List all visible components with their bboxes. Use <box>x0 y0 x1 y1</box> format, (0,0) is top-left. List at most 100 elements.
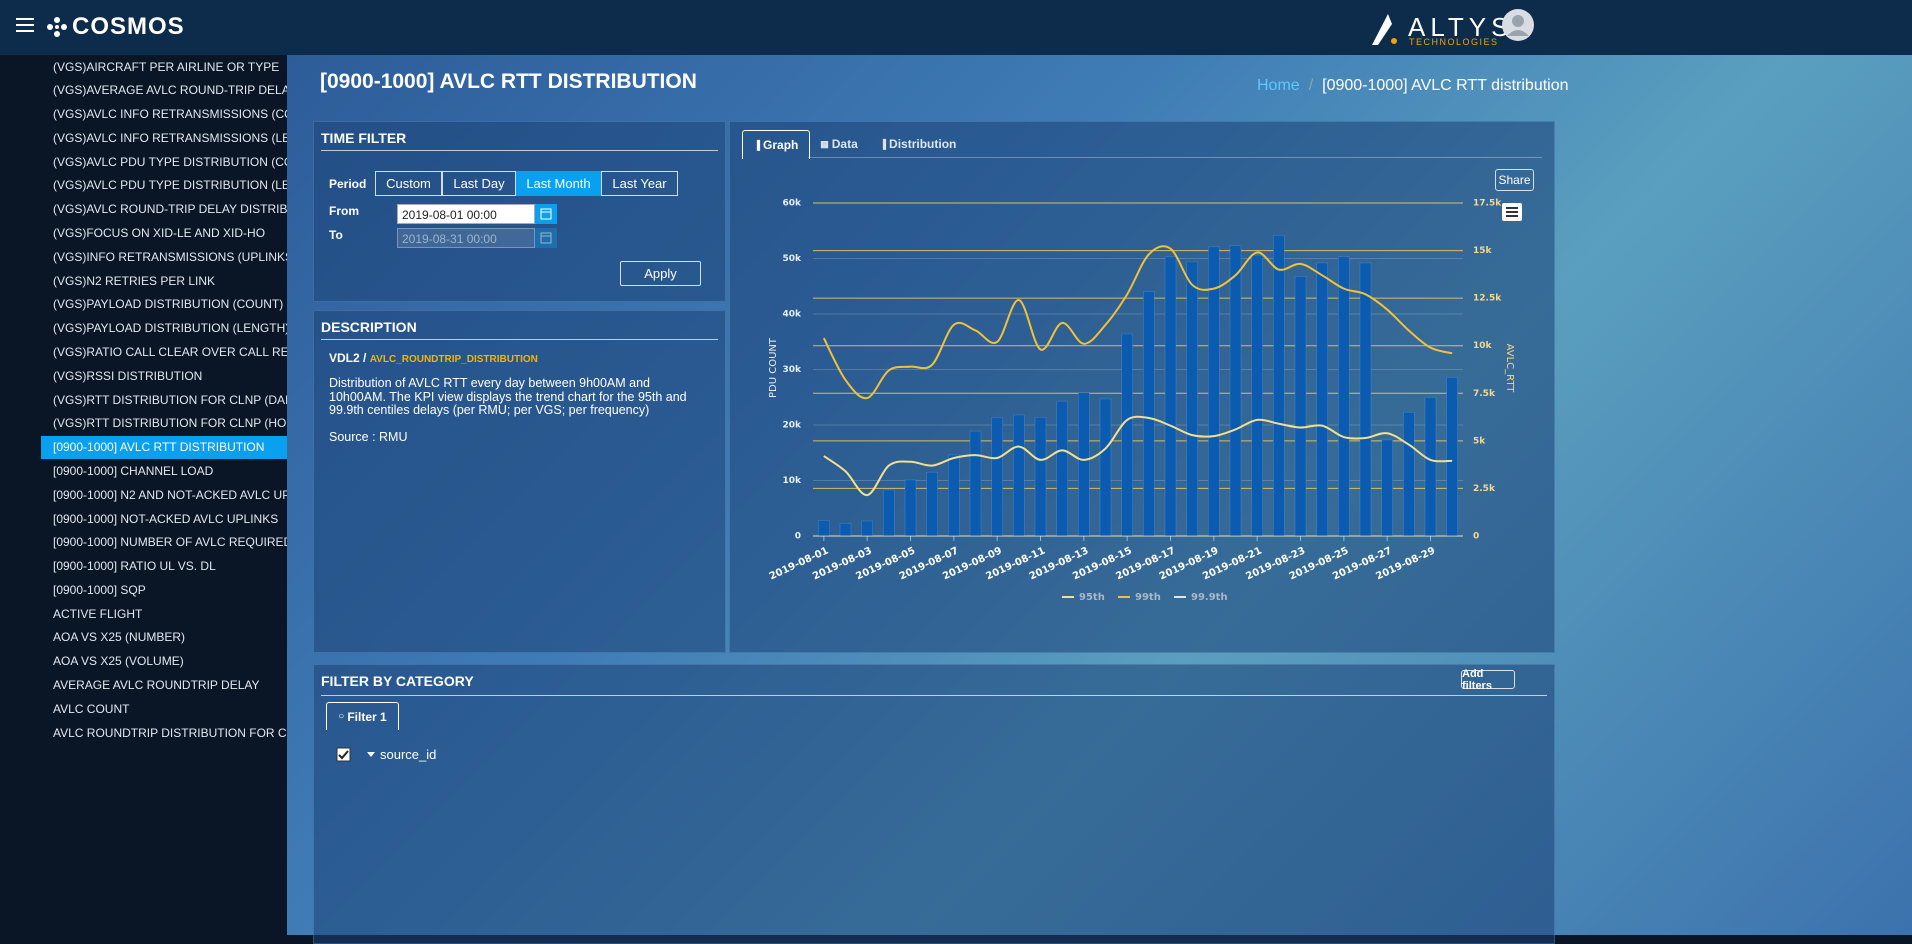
sidebar-item[interactable]: [0900-1000] CHANNEL LOAD <box>53 463 214 478</box>
y2-tick-label: 17.5k <box>1473 199 1502 209</box>
sidebar-item[interactable]: AVERAGE AVLC ROUNDTRIP DELAY <box>53 678 260 693</box>
bar <box>861 520 873 537</box>
sidebar-item[interactable]: (VGS)RSSI DISTRIBUTION <box>53 368 203 383</box>
sidebar-item[interactable]: (VGS)RTT DISTRIBUTION FOR CLNP (HOURLY) <box>53 416 287 431</box>
header: COSMOS ALTYS TECHNOLOGIES <box>0 0 1912 55</box>
bar <box>904 479 917 537</box>
bar <box>1446 377 1458 537</box>
bar <box>1013 414 1025 537</box>
sidebar-item[interactable]: AVLC COUNT <box>53 701 130 716</box>
chart-panel: ▐ Graph ▦ Data ▐ Distribution Share <box>729 121 1555 653</box>
apply-button[interactable]: Apply <box>620 261 701 286</box>
y2-axis-title: AVLC_RTT <box>1504 344 1515 394</box>
bar <box>883 489 895 537</box>
bar <box>1121 333 1133 537</box>
kpi-line: VDL2 / AVLC_ROUNDTRIP_DISTRIBUTION <box>329 351 538 365</box>
sidebar-item[interactable]: (VGS)FOCUS ON XID-LE AND XID-HO <box>53 226 266 241</box>
bar <box>926 471 938 537</box>
tab[interactable]: ▦ Data <box>808 130 870 158</box>
menu-icon[interactable] <box>16 17 34 33</box>
line-series <box>823 415 1453 497</box>
sidebar-item[interactable]: [0900-1000] NUMBER OF AVLC REQUIRED RETR… <box>53 535 287 550</box>
bar <box>1143 290 1155 537</box>
sidebar-item[interactable]: (VGS)INFO RETRANSMISSIONS (UPLINKS TO AI… <box>53 249 287 264</box>
sidebar-item[interactable]: (VGS)RATIO CALL CLEAR OVER CALL REQUEST <box>53 344 287 359</box>
tab-icon: ▐ <box>753 140 761 150</box>
period-button[interactable]: Last Day <box>442 171 516 196</box>
avatar[interactable] <box>1501 8 1535 42</box>
sidebar-item[interactable]: AOA VS X25 (NUMBER) <box>53 630 186 645</box>
legend-label: 95th <box>1079 592 1105 603</box>
sidebar-item[interactable]: (VGS)AVERAGE AVLC ROUND-TRIP DELAY <box>53 83 287 98</box>
sidebar-item[interactable]: (VGS)AVLC PDU TYPE DISTRIBUTION (LENGTH) <box>53 178 287 193</box>
bar <box>1251 254 1263 537</box>
y-tick-label: 60k <box>782 199 802 209</box>
y2-tick-label: 0 <box>1473 532 1479 542</box>
sidebar-item[interactable]: (VGS)PAYLOAD DISTRIBUTION (COUNT) <box>53 297 284 312</box>
tab-label: Graph <box>763 138 799 152</box>
sidebar-item[interactable]: (VGS)AIRCRAFT PER AIRLINE OR TYPE <box>53 59 280 74</box>
share-button[interactable]: Share <box>1495 169 1534 191</box>
chart-menu[interactable] <box>1502 203 1522 221</box>
bar <box>991 416 1003 537</box>
sidebar-item[interactable]: (VGS)PAYLOAD DISTRIBUTION (LENGTH) <box>53 321 287 336</box>
tab-label: Filter 1 <box>347 709 387 724</box>
checkbox[interactable] <box>336 747 396 763</box>
tab[interactable]: ▐ Distribution <box>870 130 966 158</box>
label: From <box>329 204 359 218</box>
breadcrumb-current: [0900-1000] AVLC RTT distribution <box>1322 77 1569 94</box>
rule <box>321 150 718 151</box>
logo: COSMOS <box>72 13 185 40</box>
period-button[interactable]: Last Year <box>601 171 678 196</box>
sidebar-item[interactable]: [0900-1000] RATIO UL VS. DL <box>53 559 216 574</box>
bar <box>1034 416 1047 537</box>
description-panel: DESCRIPTION VDL2 / AVLC_ROUNDTRIP_DISTRI… <box>313 310 726 653</box>
sidebar-item[interactable]: (VGS)AVLC INFO RETRANSMISSIONS (LENGTH) <box>53 130 287 145</box>
chart: 0 10k 20k 30k 40k 50k 60k 0 2.5k 5k 7.5k 10k 12.5k 15… <box>768 199 1515 604</box>
filter-tab[interactable]: ○ Filter 1 <box>326 702 399 730</box>
bar <box>1424 397 1437 537</box>
bar <box>1273 234 1285 537</box>
kpi-prefix: VDL2 / <box>329 351 367 365</box>
bar <box>818 520 830 537</box>
filter-panel: FILTER BY CATEGORY Add filters ○ Filter 1… <box>313 664 1555 944</box>
sidebar-item[interactable]: (VGS)AVLC INFO RETRANSMISSIONS (COUNT) <box>53 107 287 122</box>
sidebar-item[interactable]: [0900-1000] AVLC RTT DISTRIBUTION <box>41 435 287 459</box>
legend-label: 99.9th <box>1191 592 1228 603</box>
add-filters-button[interactable]: Add filters <box>1461 668 1515 692</box>
brand-sub: TECHNOLOGIES <box>1409 37 1499 47</box>
sidebar-item[interactable]: [0900-1000] SQP <box>53 582 146 597</box>
sidebar-item[interactable]: [0900-1000] N2 AND NOT-ACKED AVLC UPLINK… <box>53 487 287 502</box>
from-input[interactable]: 2019-08-01 00:00 <box>397 204 535 224</box>
description-text: Distribution of AVLC RTT every day betwe… <box>329 376 687 417</box>
time-filter-panel: TIME FILTER Period Custom Last Day Last Mo… <box>313 121 726 302</box>
y2-tick-label: 7.5k <box>1473 389 1496 399</box>
sidebar-item[interactable]: AVLC ROUNDTRIP DISTRIBUTION FOR CLNP TRA <box>53 725 287 740</box>
calendar-button[interactable] <box>535 204 557 224</box>
bar <box>1164 256 1177 537</box>
sidebar-item[interactable]: (VGS)AVLC ROUND-TRIP DELAY DISTRIBUTION <box>53 202 287 217</box>
page-title: [0900-1000] AVLC RTT DISTRIBUTION <box>320 70 697 93</box>
breadcrumb: Home / [0900-1000] AVLC RTT distribution <box>1257 77 1569 95</box>
bar <box>1381 439 1393 537</box>
sidebar-item[interactable]: ACTIVE FLIGHT <box>53 606 143 621</box>
period-button[interactable]: Last Month <box>516 171 601 196</box>
sidebar-item[interactable]: (VGS)AVLC PDU TYPE DISTRIBUTION (COUNT) <box>53 154 287 169</box>
breadcrumb-home[interactable]: Home <box>1257 77 1300 94</box>
logo-icon <box>47 17 67 37</box>
y2-tick-label: 10k <box>1473 341 1493 351</box>
y2-tick-label: 5k <box>1473 436 1486 446</box>
sidebar: (VGS)AIRCRAFT PER AIRLINE OR TYPE (VGS)AV… <box>0 55 287 935</box>
sidebar-item[interactable]: (VGS)RTT DISTRIBUTION FOR CLNP (DAILY) <box>53 392 287 407</box>
sidebar-item[interactable]: AOA VS X25 (VOLUME) <box>53 654 184 669</box>
sidebar-item[interactable]: (VGS)N2 RETRIES PER LINK <box>53 273 216 288</box>
brand-logo <box>1372 14 1397 45</box>
panel-title: DESCRIPTION <box>321 319 417 335</box>
tab[interactable]: ▐ Graph <box>742 130 810 159</box>
tab-icon: ▦ <box>820 138 829 149</box>
tab-icon: ▐ <box>879 139 887 149</box>
period-button[interactable]: Custom <box>375 171 442 196</box>
sidebar-item[interactable]: [0900-1000] NOT-ACKED AVLC UPLINKS <box>53 511 279 526</box>
y2-tick-label: 12.5k <box>1473 294 1502 304</box>
tab-label: Distribution <box>889 137 957 151</box>
